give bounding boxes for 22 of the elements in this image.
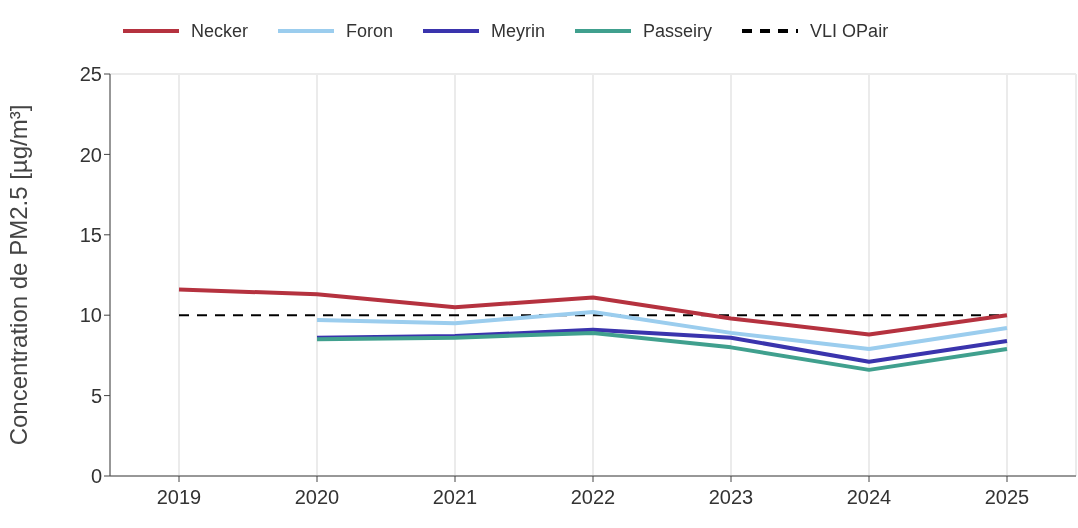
- legend-label: VLI OPair: [810, 20, 889, 42]
- x-tick-label: 2023: [708, 486, 754, 509]
- y-tick-label: 15: [79, 223, 102, 246]
- y-tick-label: 10: [79, 304, 102, 327]
- x-tick-label: 2019: [156, 486, 202, 509]
- x-tick-label: 2025: [984, 486, 1030, 509]
- legend-label: Meyrin: [491, 20, 546, 42]
- x-tick-label: 2020: [294, 486, 340, 509]
- line-series: [177, 287, 1009, 337]
- legend-label: Necker: [191, 20, 249, 42]
- y-tick-label: 5: [90, 384, 102, 407]
- y-tick-label: 0: [90, 465, 102, 488]
- y-tick-label: 20: [79, 143, 102, 166]
- y-axis-title: Concentration de PM2.5 [µg/m³]: [4, 104, 32, 446]
- x-tick-label: 2022: [570, 486, 616, 509]
- y-tick-label: 25: [79, 63, 102, 86]
- line-series: [315, 309, 1009, 351]
- line-series: [315, 330, 1009, 372]
- x-tick-label: 2021: [432, 486, 478, 509]
- legend-label: Passeiry: [643, 20, 713, 42]
- legend-label: Foron: [346, 20, 394, 42]
- x-tick-label: 2024: [846, 486, 892, 509]
